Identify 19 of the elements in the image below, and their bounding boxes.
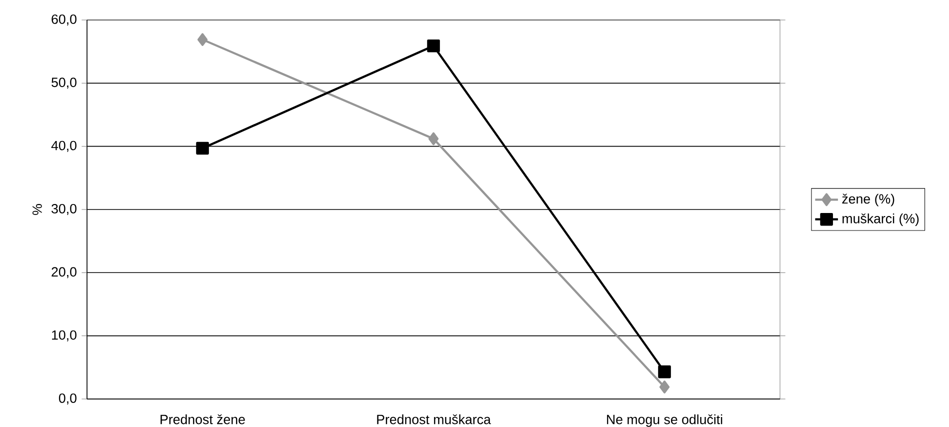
x-tick-label: Prednost žene — [160, 414, 245, 424]
point — [427, 39, 440, 52]
point — [659, 380, 670, 394]
y-axis-title: % — [32, 204, 42, 215]
legend-label: žene (%) — [842, 194, 894, 206]
point — [428, 132, 439, 146]
y-tick-label: 40,0 — [51, 140, 76, 152]
point — [197, 33, 208, 46]
y-tick-label: 10,0 — [52, 330, 76, 342]
y-tick-label: 0,0 — [58, 393, 76, 404]
legend-label: muškarci (%) — [842, 213, 919, 226]
y-tick-label: 50,0 — [52, 78, 76, 89]
x-tick-label: Prednost muškarca — [377, 414, 491, 424]
x-tick-label: Ne mogu se odlučiti — [607, 414, 722, 427]
y-tick-label: 30,0 — [52, 204, 76, 216]
point — [196, 142, 209, 155]
y-tick-label: 60,0 — [52, 14, 76, 26]
point — [658, 365, 671, 378]
y-tick-label: 20,0 — [52, 267, 76, 278]
